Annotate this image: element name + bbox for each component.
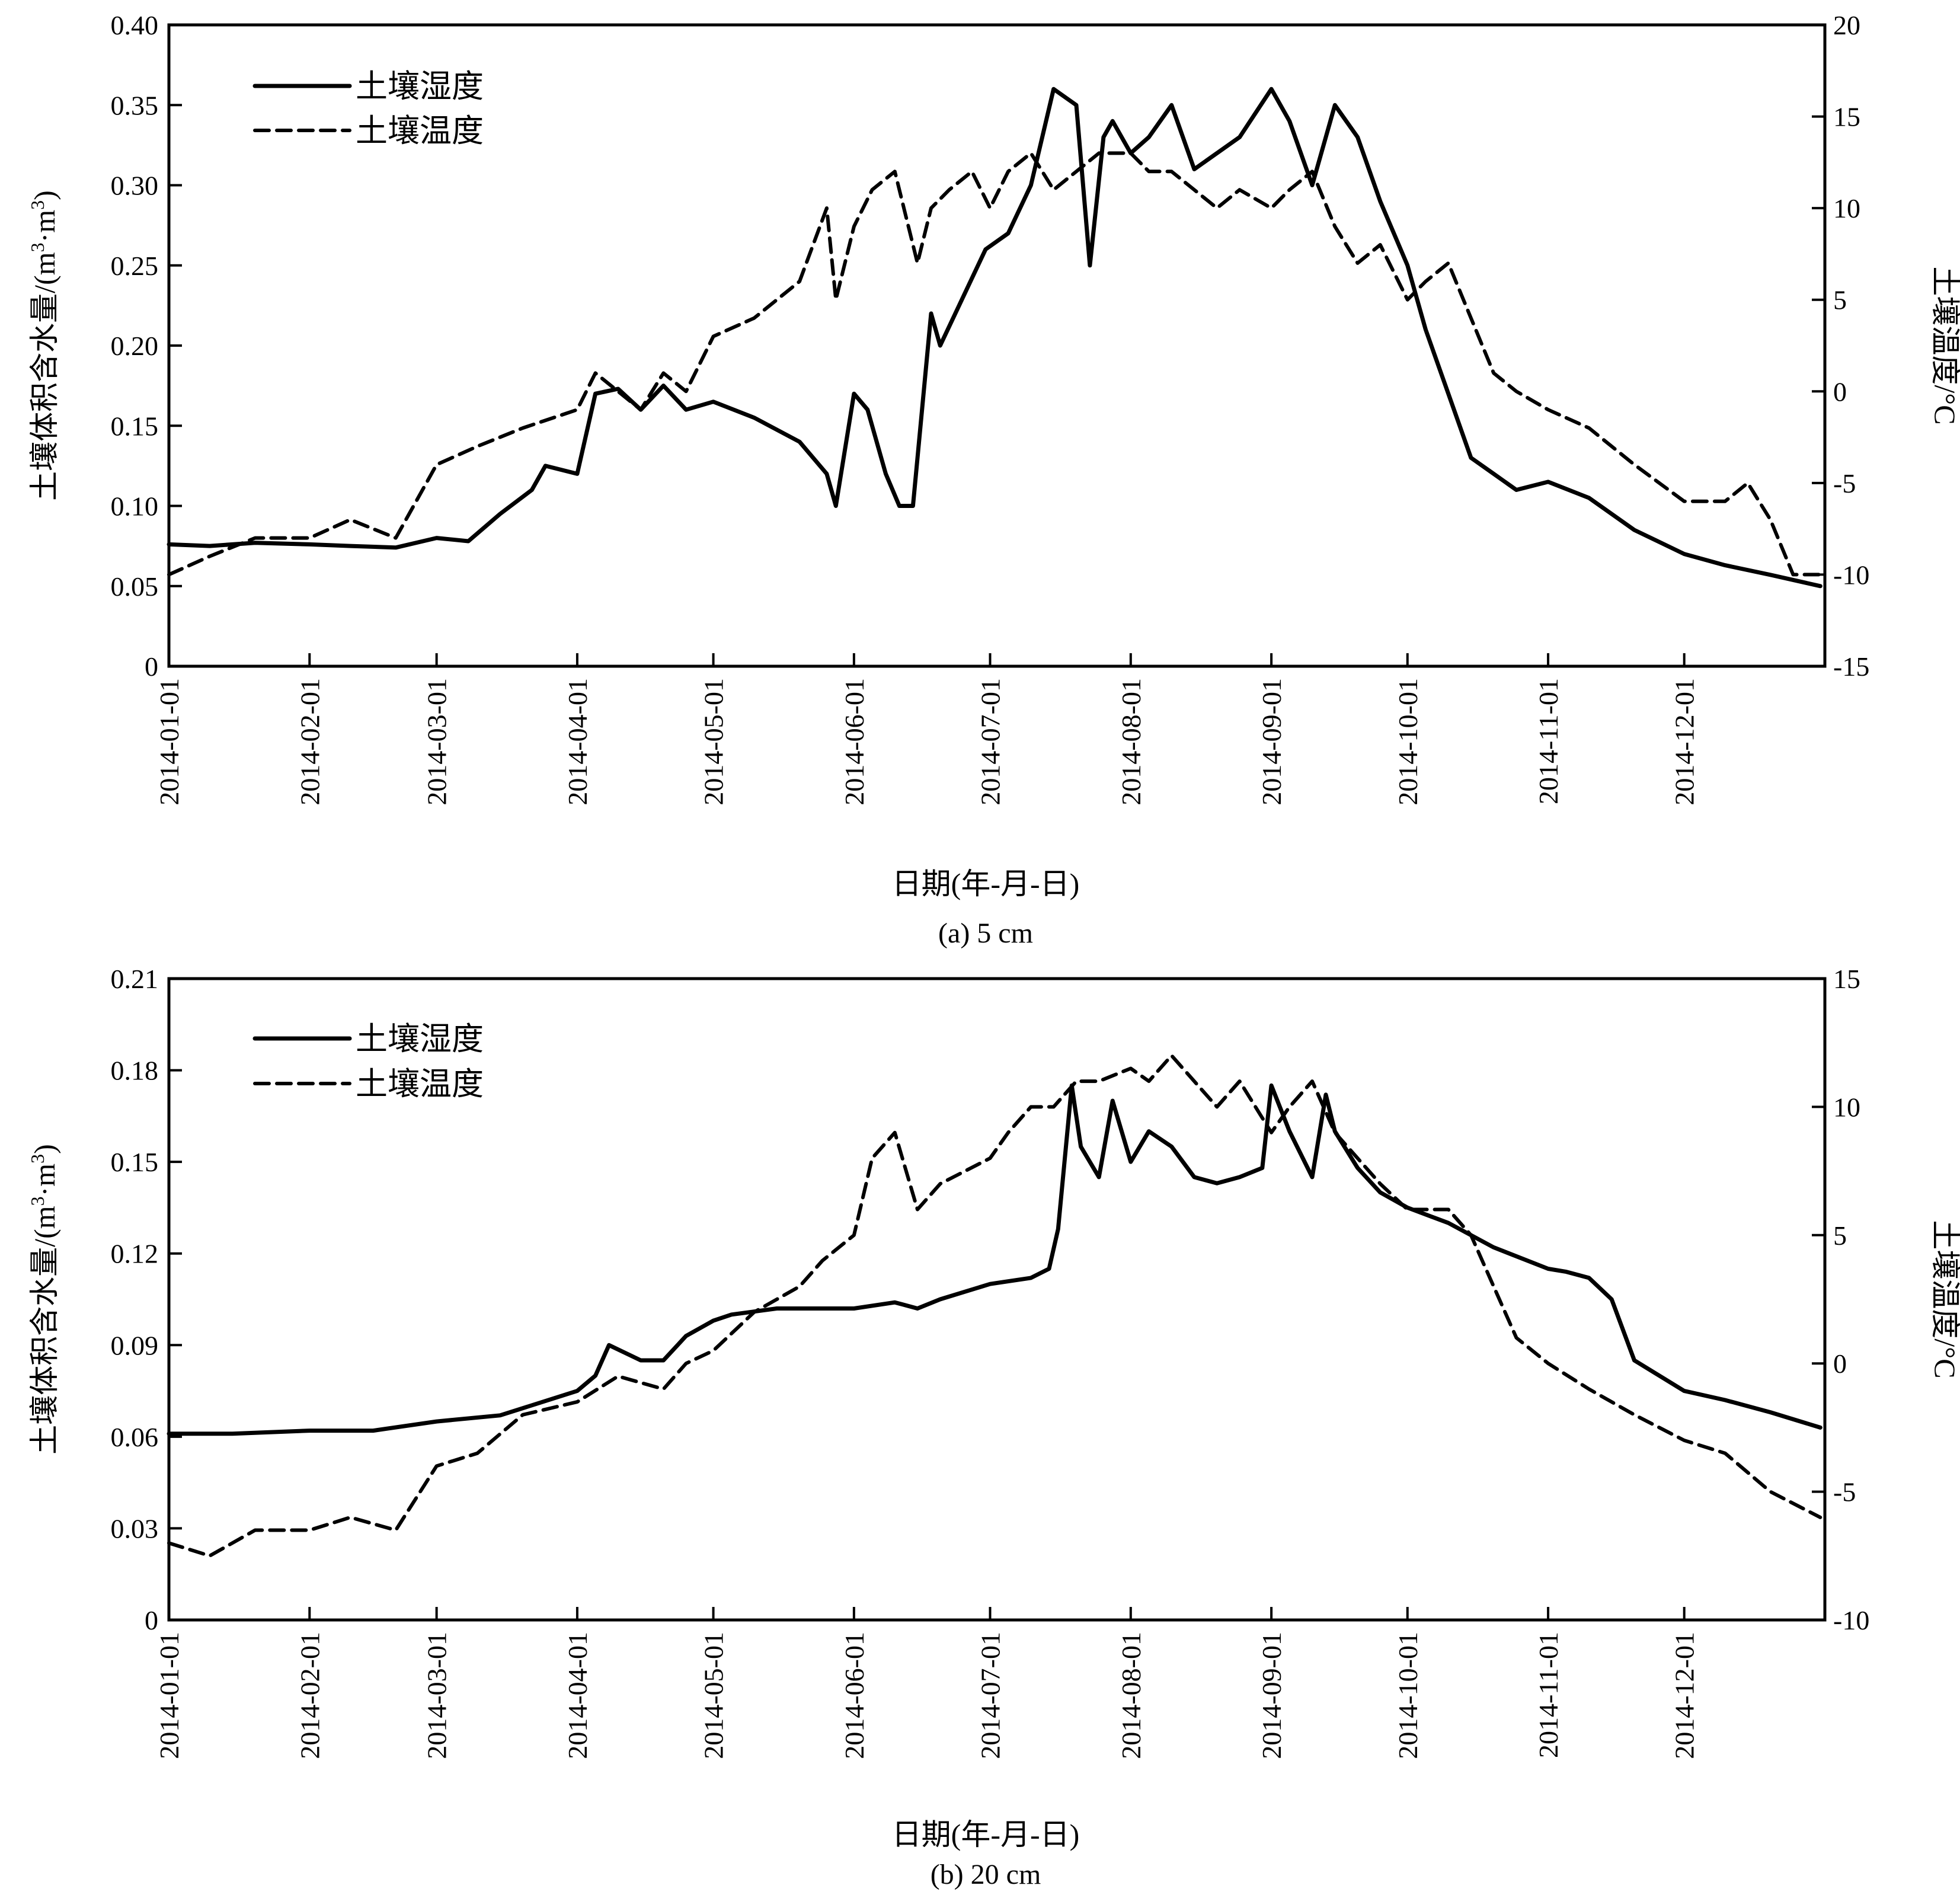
y-axis-label-left: 土壤体积含水量/(m3·m3) — [27, 190, 61, 501]
x-tick-label: 2014-01-01 — [154, 1632, 184, 1759]
y-right-tick-label: -15 — [1833, 651, 1869, 682]
y-left-tick-label: 0.35 — [111, 90, 159, 120]
y-right-tick-label: 0 — [1833, 1348, 1847, 1379]
series-lines — [167, 1053, 1822, 1558]
panel-caption: (b) 20 cm — [931, 1859, 1041, 1890]
legend-label-moisture: 土壤湿度 — [356, 1021, 484, 1057]
x-tick-label: 2014-09-01 — [1256, 1632, 1287, 1759]
y-right-tick-label: -5 — [1833, 468, 1856, 498]
x-tick-label: 2014-01-01 — [154, 678, 184, 806]
y-right-tick-label: 5 — [1833, 285, 1847, 315]
series-line-moisture — [167, 1083, 1822, 1436]
y-left-tick-label: 0.06 — [111, 1422, 159, 1452]
y-right-tick-label: 15 — [1833, 102, 1860, 132]
left-y-axis: 0 0.03 0.06 0.09 0.12 0.15 0.18 0.21 — [111, 964, 182, 1635]
left-y-axis: 0 0.05 0.10 0.15 0.20 0.25 0.30 0.35 0.40 — [111, 10, 182, 682]
y-left-tick-label: 0.21 — [111, 964, 159, 994]
plot-frame — [167, 977, 1827, 1622]
legend: 土壤湿度 土壤温度 — [252, 69, 484, 149]
x-tick-label: 2014-02-01 — [295, 1632, 325, 1759]
legend-label-temperature: 土壤温度 — [356, 113, 484, 149]
x-tick-label: 2014-07-01 — [976, 1632, 1006, 1759]
y-right-tick-label: -5 — [1833, 1477, 1856, 1507]
y-left-tick-label: 0.09 — [111, 1330, 159, 1360]
panel-a: 2014-01-01 2014-02-01 2014-03-01 2014-04-01… — [27, 10, 1960, 949]
x-tick-label: 2014-03-01 — [422, 678, 452, 806]
x-tick-label: 2014-05-01 — [699, 678, 729, 806]
x-tick-label: 2014-10-01 — [1393, 1632, 1423, 1759]
y-left-tick-label: 0.20 — [111, 331, 159, 361]
y-right-tick-label: 15 — [1833, 964, 1860, 994]
y-axis-label-right: 土壤温度/°C — [1929, 266, 1960, 424]
x-tick-label: 2014-08-01 — [1116, 1632, 1146, 1759]
x-tick-label: 2014-09-01 — [1256, 678, 1287, 806]
y-left-tick-label: 0 — [145, 1605, 158, 1635]
y-right-tick-label: -10 — [1833, 1605, 1869, 1635]
y-right-tick-label: 10 — [1833, 193, 1860, 223]
y-right-tick-label: -10 — [1833, 560, 1869, 590]
series-line-temperature — [167, 1053, 1822, 1558]
y-left-tick-label: 0.15 — [111, 411, 159, 441]
x-axis-label: 日期(年-月-日) — [892, 1818, 1080, 1851]
x-tick-label: 2014-12-01 — [1670, 1632, 1700, 1759]
x-axis: 2014-01-01 2014-02-01 2014-03-01 2014-04-01… — [154, 653, 1700, 806]
y-left-tick-label: 0.25 — [111, 251, 159, 281]
x-tick-label: 2014-10-01 — [1393, 678, 1423, 806]
x-tick-label: 2014-02-01 — [295, 678, 325, 806]
y-left-tick-label: 0.18 — [111, 1056, 159, 1086]
y-axis-label-right: 土壤温度/°C — [1929, 1220, 1960, 1378]
series-lines — [167, 87, 1822, 589]
legend-label-temperature: 土壤温度 — [356, 1066, 484, 1102]
x-tick-label: 2014-06-01 — [839, 678, 869, 806]
x-tick-label: 2014-11-01 — [1533, 1632, 1563, 1758]
x-tick-label: 2014-07-01 — [976, 678, 1006, 806]
x-axis-label: 日期(年-月-日) — [892, 867, 1080, 900]
panel-b: 2014-01-01 2014-02-01 2014-03-01 2014-04-01… — [27, 964, 1960, 1890]
x-axis: 2014-01-01 2014-02-01 2014-03-01 2014-04-01… — [154, 1607, 1700, 1759]
series-line-temperature — [167, 151, 1822, 577]
panel-caption: (a) 5 cm — [938, 918, 1033, 949]
legend-label-moisture: 土壤湿度 — [356, 69, 484, 104]
y-left-tick-label: 0.12 — [111, 1239, 159, 1269]
y-right-tick-label: 10 — [1833, 1092, 1860, 1122]
y-left-tick-label: 0.05 — [111, 571, 159, 602]
y-right-tick-label: 20 — [1833, 10, 1860, 40]
y-axis-label-left: 土壤体积含水量/(m3·m3) — [27, 1144, 61, 1455]
x-tick-label: 2014-08-01 — [1116, 678, 1146, 806]
y-right-tick-label: 5 — [1833, 1220, 1847, 1251]
y-left-tick-label: 0 — [145, 651, 158, 682]
x-tick-label: 2014-04-01 — [562, 678, 593, 806]
x-tick-label: 2014-12-01 — [1670, 678, 1700, 806]
legend: 土壤湿度 土壤温度 — [252, 1021, 484, 1102]
y-left-tick-label: 0.40 — [111, 10, 159, 40]
x-tick-label: 2014-11-01 — [1533, 678, 1563, 804]
y-left-tick-label: 0.03 — [111, 1513, 159, 1544]
x-tick-label: 2014-03-01 — [422, 1632, 452, 1759]
y-left-tick-label: 0.10 — [111, 491, 159, 522]
y-left-tick-label: 0.15 — [111, 1147, 159, 1177]
x-tick-label: 2014-05-01 — [699, 1632, 729, 1759]
y-right-tick-label: 0 — [1833, 376, 1847, 407]
y-left-tick-label: 0.30 — [111, 171, 159, 201]
series-line-moisture — [167, 87, 1822, 589]
x-tick-label: 2014-04-01 — [562, 1632, 593, 1759]
x-tick-label: 2014-06-01 — [839, 1632, 869, 1759]
right-y-axis: -15 -10 -5 0 5 10 15 20 — [1812, 10, 1869, 682]
right-y-axis: -10 -5 0 5 10 15 — [1812, 964, 1869, 1635]
